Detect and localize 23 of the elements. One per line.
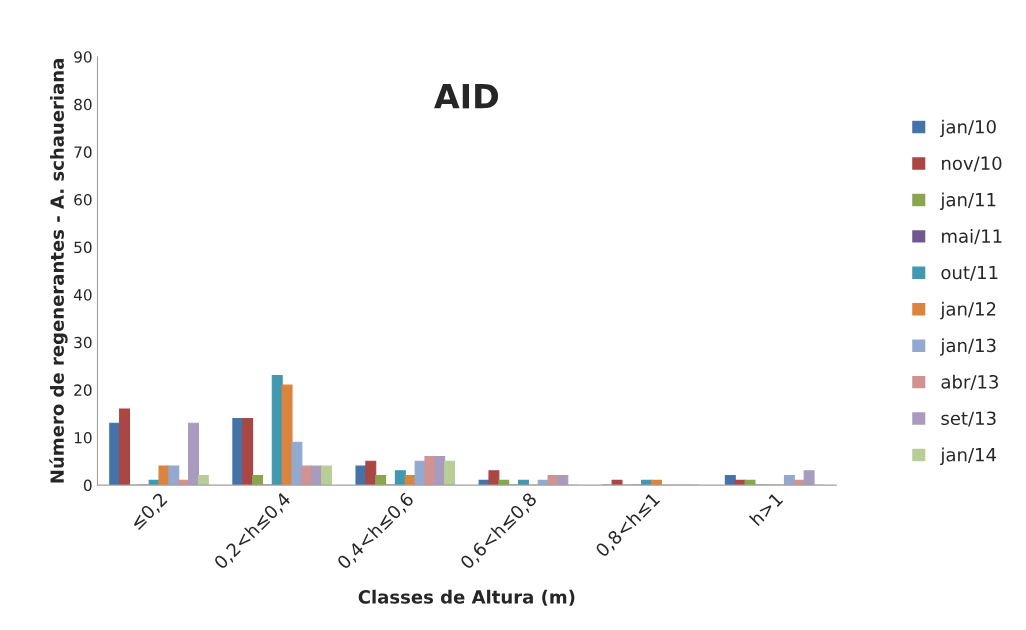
legend-label: nov/10 bbox=[942, 156, 1002, 172]
legend-label: abr/13 bbox=[941, 374, 998, 391]
legend-label: out/11 bbox=[941, 265, 998, 281]
y-tick-label: 0 bbox=[83, 479, 92, 492]
y-tick-label: 10 bbox=[74, 431, 92, 444]
y-tick-label: 50 bbox=[74, 241, 92, 254]
legend-label: jan/11 bbox=[940, 192, 996, 210]
legend-label: set/13 bbox=[941, 411, 996, 427]
legend-label: jan/10 bbox=[940, 119, 996, 138]
x-axis-title: Classes de Altura (m) bbox=[358, 589, 575, 606]
legend-label: jan/13 bbox=[940, 338, 996, 356]
y-tick-label: 20 bbox=[74, 384, 92, 396]
legend-label: mai/11 bbox=[942, 228, 1002, 245]
y-axis-title: Número de regenerantes - A. schaueriana bbox=[49, 59, 68, 483]
y-tick-label: 70 bbox=[74, 146, 92, 158]
y-tick-label: 60 bbox=[74, 193, 92, 206]
y-tick-label: 90 bbox=[74, 51, 92, 63]
legend-label: jan/14 bbox=[940, 447, 996, 465]
text: AID bbox=[434, 84, 499, 109]
y-tick-label: 80 bbox=[74, 98, 92, 111]
y-tick-label: 40 bbox=[73, 289, 92, 301]
y-tick-label: 30 bbox=[74, 336, 92, 349]
legend-label: jan/12 bbox=[940, 301, 996, 320]
